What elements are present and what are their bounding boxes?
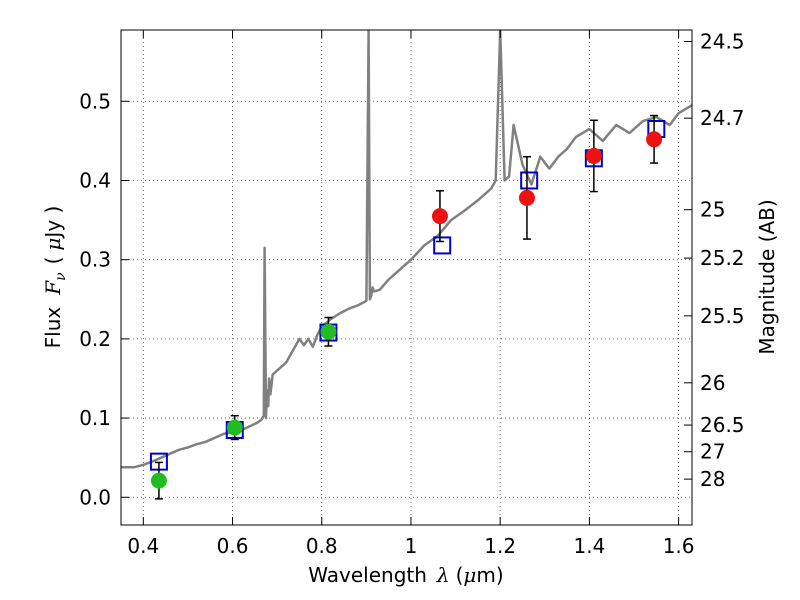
x-tick-label: 0.8 <box>306 534 338 558</box>
y2-tick-label: 24.7 <box>700 106 745 130</box>
x-tick-label: 1 <box>405 534 418 558</box>
y2-tick-label: 26 <box>700 371 725 395</box>
observed-point <box>431 208 448 225</box>
y2-tick-label: 25.2 <box>700 246 745 270</box>
y2-tick-label: 25 <box>700 198 725 222</box>
y2-tick-label: 27 <box>700 440 725 464</box>
y-axis-title: FluxFν(μJy ) <box>41 206 69 349</box>
y2-tick-label: 25.5 <box>700 304 745 328</box>
plot-frame <box>120 29 693 526</box>
y-tick-label: 0.2 <box>79 327 111 351</box>
x-tick-label: 1.4 <box>573 534 605 558</box>
observed-point <box>518 189 535 206</box>
x-tick-label: 0.4 <box>127 534 159 558</box>
grid <box>121 30 692 525</box>
observed-point <box>585 147 602 164</box>
x-tick-label: 1.2 <box>484 534 516 558</box>
y2-tick-label: 24.5 <box>700 30 745 54</box>
y2-tick-label: 26.5 <box>700 413 745 437</box>
plot-area <box>121 30 692 525</box>
observed-point <box>150 472 167 489</box>
data-layer <box>121 30 692 500</box>
model-photometry-square <box>433 236 452 255</box>
y-tick-label: 0.3 <box>79 248 111 272</box>
y2-axis-title: Magnitude (AB) <box>755 199 779 354</box>
x-tick-label: 0.6 <box>217 534 249 558</box>
y-tick-label: 0.4 <box>79 168 111 192</box>
observed-point <box>646 131 663 148</box>
y-tick-label: 0.1 <box>79 406 111 430</box>
ticks: 0.4 0.6 0.8 1 1.2 1.4 1.6 0.0 0.1 0.2 0.3 0.4 0.5 24.… <box>79 30 744 558</box>
observed-point <box>320 323 337 340</box>
y2-tick-label: 28 <box>700 467 725 491</box>
y-tick-label: 0.0 <box>79 485 111 509</box>
x-tick-label: 1.6 <box>663 534 695 558</box>
x-axis-title: Wavelength λ (μm) <box>308 563 503 587</box>
model-photometry-square <box>520 171 539 190</box>
y-tick-label: 0.5 <box>79 89 111 113</box>
observed-point <box>226 419 243 436</box>
